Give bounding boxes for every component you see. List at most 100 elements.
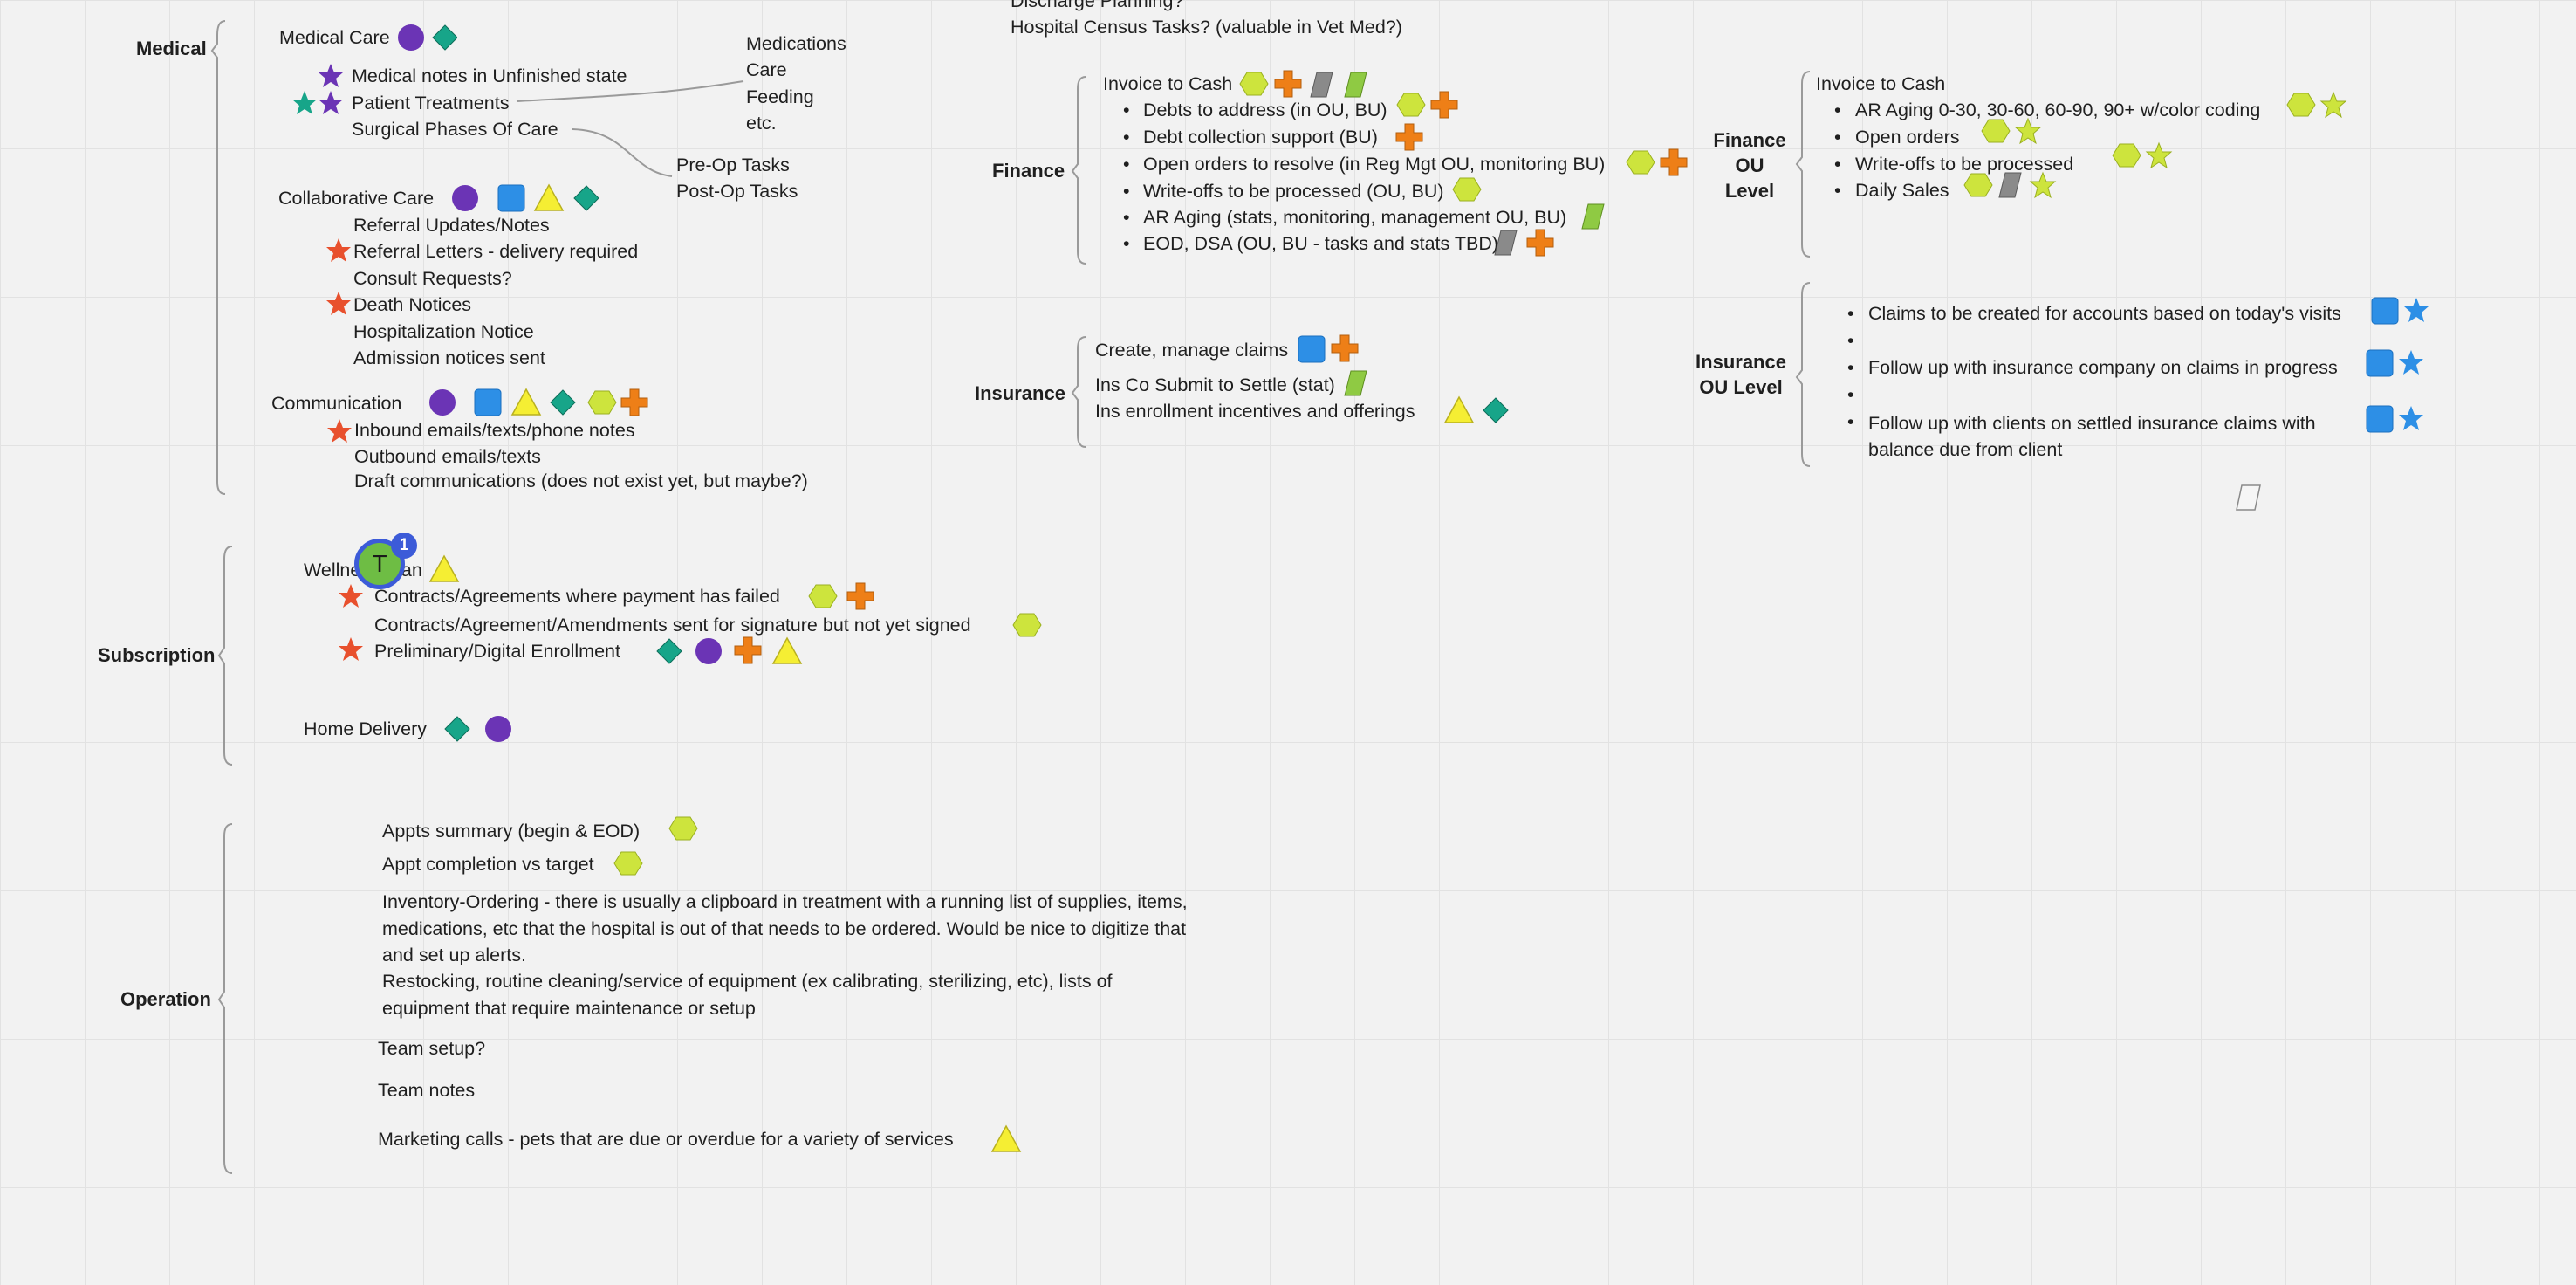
parallelogram-icon bbox=[1998, 172, 2022, 198]
finance-ou-item: Open orders bbox=[1855, 127, 1960, 148]
diamond-icon bbox=[1483, 397, 1509, 423]
appt-completion-text: Appt completion vs target bbox=[382, 854, 594, 875]
star-icon bbox=[339, 637, 363, 661]
hexagon-icon bbox=[613, 851, 643, 876]
finance-item: Open orders to resolve (in Reg Mgt OU, m… bbox=[1143, 154, 1606, 175]
side-list-item: etc. bbox=[746, 113, 777, 134]
finance-item-icons bbox=[1396, 91, 1458, 119]
medical-care-text: Medical Care bbox=[279, 27, 390, 48]
star-icon bbox=[2145, 141, 2173, 169]
star-icon bbox=[2014, 117, 2042, 145]
insurance-ou-item: Claims to be created for accounts based … bbox=[1868, 303, 2341, 324]
insurance-ou-bracket bbox=[1795, 282, 1811, 467]
hexagon-icon bbox=[668, 816, 698, 841]
diamond-icon bbox=[432, 24, 457, 51]
circle-icon bbox=[429, 389, 456, 416]
star-icon bbox=[2404, 298, 2429, 322]
cross-icon bbox=[1430, 91, 1458, 119]
preliminary-enrollment-icons bbox=[656, 636, 803, 664]
finance-ou-item: Daily Sales bbox=[1855, 180, 1949, 201]
collaborator-avatar[interactable]: T bbox=[354, 539, 405, 589]
circle-icon bbox=[695, 638, 722, 664]
bullet: • bbox=[1847, 384, 1854, 405]
collaborator-count-badge: 1 bbox=[391, 533, 417, 559]
finance-item: Write-offs to be processed (OU, BU) bbox=[1143, 181, 1444, 202]
finance-ou-bracket bbox=[1795, 71, 1811, 258]
bullet: • bbox=[1834, 154, 1841, 175]
referral-updates-text: Referral Updates/Notes bbox=[353, 215, 550, 236]
square-icon bbox=[2366, 405, 2394, 433]
admission-text: Admission notices sent bbox=[353, 347, 545, 368]
cross-icon bbox=[734, 636, 762, 664]
triangle-icon bbox=[771, 636, 803, 664]
collaborative-care-text: Collaborative Care bbox=[278, 188, 435, 209]
circle-icon bbox=[398, 24, 424, 51]
triangle-icon bbox=[429, 554, 460, 582]
finance-item-icons bbox=[1626, 148, 1688, 176]
triangle-icon bbox=[510, 388, 542, 416]
payment-failed-icons bbox=[808, 582, 874, 610]
cross-icon bbox=[846, 582, 874, 610]
enrollment-icons bbox=[1444, 395, 1509, 423]
star-icon bbox=[292, 91, 317, 114]
connector-surgical-to-preop bbox=[572, 128, 673, 177]
diamond-icon bbox=[656, 638, 682, 664]
triangle-icon bbox=[533, 183, 565, 211]
discharge-planning-text: Discharge Planning? bbox=[1011, 0, 1184, 11]
finance-item: Debts to address (in OU, BU) bbox=[1143, 100, 1387, 120]
finance-item: AR Aging (stats, monitoring, management … bbox=[1143, 207, 1567, 228]
marketing-calls-text: Marketing calls - pets that are due or o… bbox=[378, 1129, 954, 1150]
communication-icons bbox=[429, 388, 648, 416]
team-notes-text: Team notes bbox=[378, 1080, 476, 1101]
finance-ou-item-icons bbox=[1963, 171, 2057, 199]
inventory-ordering-text: Inventory-Ordering - there is usually a … bbox=[382, 891, 1188, 965]
finance-ou-item-icons bbox=[1981, 117, 2042, 145]
parallelogram-icon bbox=[1494, 230, 1518, 256]
bullet: • bbox=[1123, 127, 1130, 148]
star-icon bbox=[2029, 171, 2057, 199]
finance-ou-invoice-to-cash: Invoice to Cash bbox=[1816, 73, 1946, 94]
hexagon-icon bbox=[1626, 150, 1655, 175]
star-icon bbox=[2319, 91, 2347, 119]
star-icon bbox=[327, 419, 352, 443]
medical-bracket bbox=[210, 20, 226, 495]
insurance-ou-item: Follow up with insurance company on clai… bbox=[1868, 357, 2338, 378]
subscription-group-label: Subscription bbox=[98, 644, 216, 666]
hospitalization-text: Hospitalization Notice bbox=[353, 321, 534, 342]
square-icon bbox=[2371, 297, 2399, 325]
submit-settle-text: Ins Co Submit to Settle (stat) bbox=[1095, 375, 1335, 395]
finance-ou-item-icons bbox=[2286, 91, 2347, 119]
side-list-item: Care bbox=[746, 59, 787, 80]
finance-item: Debt collection support (BU) bbox=[1143, 127, 1378, 148]
bullet: • bbox=[1847, 411, 1854, 432]
bullet: • bbox=[1834, 100, 1841, 120]
not-signed-text: Contracts/Agreement/Amendments sent for … bbox=[374, 615, 971, 636]
square-icon bbox=[1298, 335, 1326, 363]
bullet: • bbox=[1847, 303, 1854, 324]
insurance-ou-group-label: Insurance OU Level bbox=[1696, 351, 1786, 398]
hexagon-icon bbox=[2112, 143, 2141, 168]
cross-icon bbox=[1331, 334, 1359, 362]
parallelogram-icon bbox=[2236, 484, 2261, 511]
finance-invoice-to-cash: Invoice to Cash bbox=[1103, 73, 1233, 94]
bullet: • bbox=[1834, 127, 1841, 148]
bullet: • bbox=[1123, 181, 1130, 202]
operation-group-label: Operation bbox=[120, 988, 211, 1010]
hexagon-icon bbox=[1396, 93, 1426, 117]
bullet: • bbox=[1123, 233, 1130, 254]
finance-item-icons bbox=[1494, 229, 1554, 257]
diamond-icon bbox=[573, 185, 599, 211]
finance-bracket bbox=[1071, 76, 1086, 265]
star-icon bbox=[2399, 350, 2423, 375]
triangle-icon bbox=[1444, 395, 1475, 423]
insurance-ou-item-icons bbox=[2371, 297, 2429, 325]
medical-notes-text: Medical notes in Unfinished state bbox=[352, 65, 627, 86]
insurance-bracket bbox=[1071, 336, 1086, 448]
finance-item: EOD, DSA (OU, BU - tasks and stats TBD) bbox=[1143, 233, 1499, 254]
bullet: • bbox=[1123, 100, 1130, 120]
bullet: • bbox=[1847, 357, 1854, 378]
square-icon bbox=[497, 184, 525, 212]
hexagon-icon bbox=[1981, 119, 2011, 143]
hexagon-icon bbox=[2286, 93, 2316, 117]
home-delivery-icons bbox=[444, 716, 511, 742]
